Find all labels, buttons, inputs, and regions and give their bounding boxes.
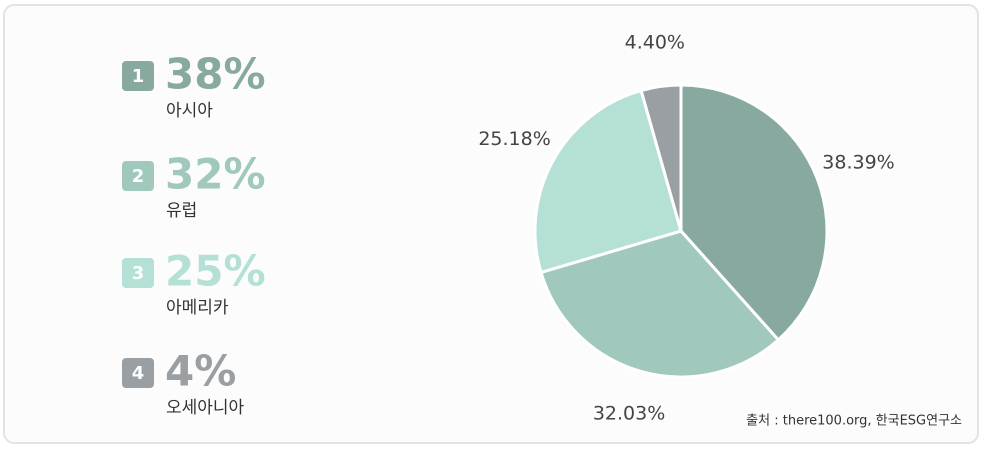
pie-slice (539, 229, 781, 379)
pie-slice (679, 83, 829, 342)
legend-rank-box (122, 258, 154, 288)
pie-slice (533, 88, 683, 275)
legend-category: 오세아니아 (166, 398, 245, 418)
legend-category: 아시아 (166, 101, 213, 121)
legend-rank: 3 (132, 263, 145, 284)
legend-rank-box (122, 358, 154, 388)
data-label: 4.40% (625, 31, 685, 53)
data-label: 25.18% (478, 128, 550, 150)
legend-value: 38% (165, 50, 266, 99)
legend-rank-box (122, 161, 154, 191)
pie-slice (639, 83, 683, 232)
legend-category: 아메리카 (166, 298, 229, 318)
legend-rank: 1 (132, 66, 145, 87)
legend-rank-box (122, 61, 154, 91)
data-label: 38.39% (822, 152, 894, 174)
data-label: 32.03% (593, 402, 665, 424)
legend-value: 4% (165, 347, 236, 396)
legend-rank: 4 (132, 363, 145, 384)
legend-value: 25% (165, 247, 266, 296)
legend-value: 32% (165, 150, 266, 199)
source-note: 출처 : there100.org, 한국ESG연구소 (746, 414, 962, 429)
legend-rank: 2 (132, 166, 145, 187)
legend-category: 유럽 (166, 201, 197, 221)
